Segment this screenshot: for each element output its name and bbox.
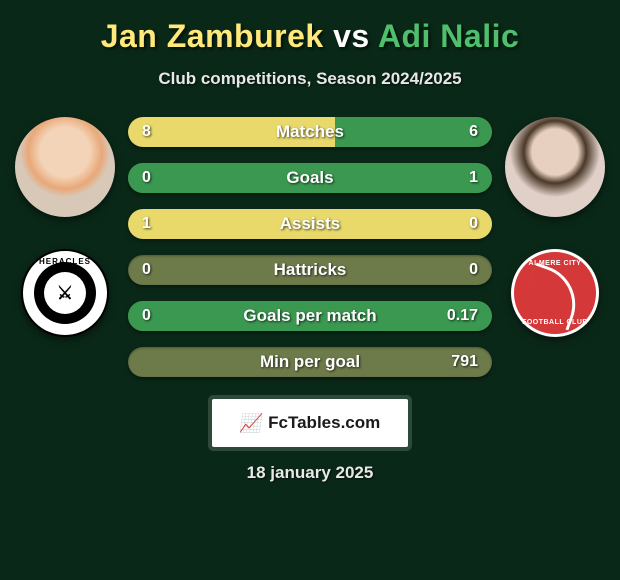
page-title: Jan Zamburek vs Adi Nalic	[0, 18, 620, 55]
date-line: 18 january 2025	[0, 463, 620, 483]
stat-bar: 01Goals	[128, 163, 492, 193]
club-left-name: HERACLES	[39, 257, 91, 266]
stat-bar: 00.17Goals per match	[128, 301, 492, 331]
stat-label: Hattricks	[128, 255, 492, 285]
title-player2: Adi Nalic	[378, 18, 519, 54]
comparison-card: Jan Zamburek vs Adi Nalic Club competiti…	[0, 0, 620, 493]
club-right-name-top: ALMERE CITY	[529, 260, 582, 267]
main-row: HERACLES ⚔ 86Matches 01Goals 10Assists 00Ha…	[0, 117, 620, 377]
stat-bar: 10Assists	[128, 209, 492, 239]
club-left-icon: ⚔	[44, 272, 86, 314]
stat-bar: 791Min per goal	[128, 347, 492, 377]
stat-label: Matches	[128, 117, 492, 147]
stat-label: Assists	[128, 209, 492, 239]
brand-text: FcTables.com	[268, 413, 380, 433]
brand-badge: 📈 FcTables.com	[212, 399, 408, 447]
stat-bar: 00Hattricks	[128, 255, 492, 285]
right-column: ALMERE CITY FOOTBALL CLUB	[500, 117, 610, 337]
title-vs: vs	[333, 18, 370, 54]
left-column: HERACLES ⚔	[10, 117, 120, 337]
title-player1: Jan Zamburek	[101, 18, 324, 54]
stat-label: Min per goal	[128, 347, 492, 377]
player1-avatar	[15, 117, 115, 217]
stats-bars: 86Matches 01Goals 10Assists 00Hattricks 00.1…	[120, 117, 500, 377]
stat-label: Goals per match	[128, 301, 492, 331]
player2-club-badge: ALMERE CITY FOOTBALL CLUB	[511, 249, 599, 337]
player2-avatar	[505, 117, 605, 217]
stat-bar: 86Matches	[128, 117, 492, 147]
player1-club-badge: HERACLES ⚔	[21, 249, 109, 337]
club-right-name-bot: FOOTBALL CLUB	[522, 319, 588, 326]
brand-icon: 📈	[238, 413, 263, 434]
subtitle: Club competitions, Season 2024/2025	[0, 69, 620, 89]
stat-label: Goals	[128, 163, 492, 193]
